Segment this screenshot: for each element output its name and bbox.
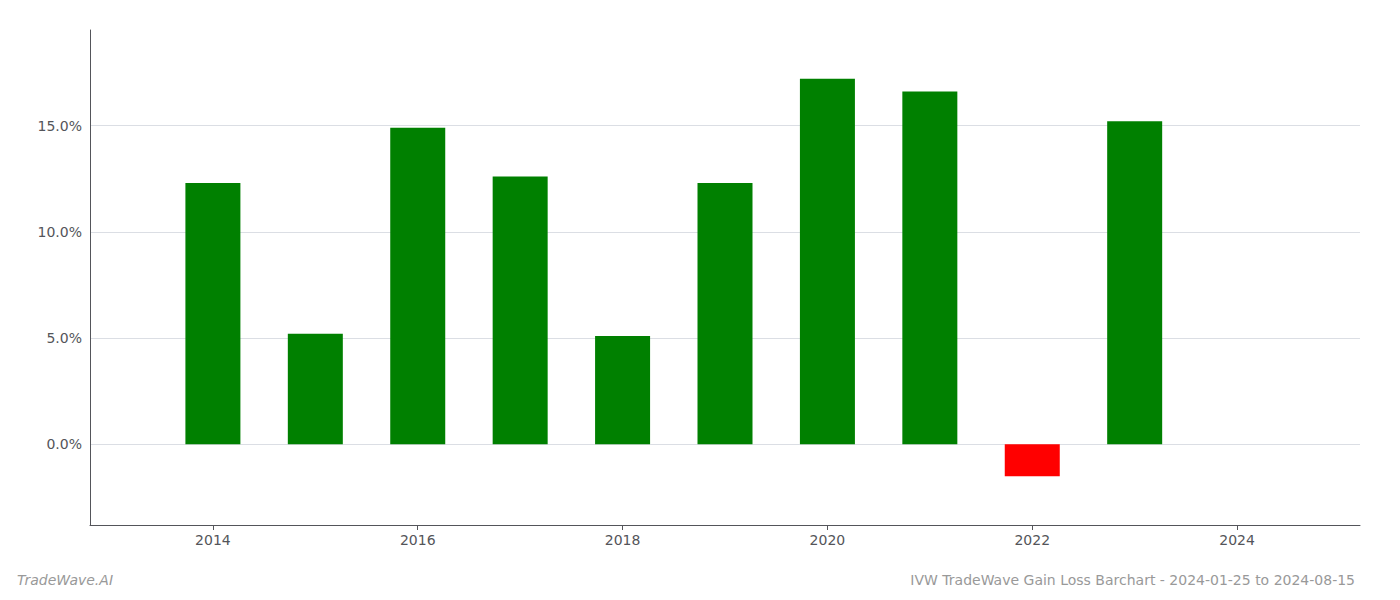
- svg-text:2020: 2020: [810, 532, 846, 548]
- svg-text:0.0%: 0.0%: [46, 436, 82, 452]
- svg-text:2014: 2014: [195, 532, 231, 548]
- svg-text:TradeWave.AI: TradeWave.AI: [17, 572, 113, 588]
- svg-text:2016: 2016: [400, 532, 436, 548]
- svg-text:5.0%: 5.0%: [46, 330, 82, 346]
- svg-text:2022: 2022: [1014, 532, 1050, 548]
- svg-text:IVW TradeWave Gain Loss Barcha: IVW TradeWave Gain Loss Barchart - 2024-…: [910, 572, 1355, 588]
- svg-text:10.0%: 10.0%: [38, 224, 82, 240]
- svg-text:2024: 2024: [1219, 532, 1255, 548]
- svg-text:15.0%: 15.0%: [38, 118, 82, 134]
- svg-text:2018: 2018: [605, 532, 641, 548]
